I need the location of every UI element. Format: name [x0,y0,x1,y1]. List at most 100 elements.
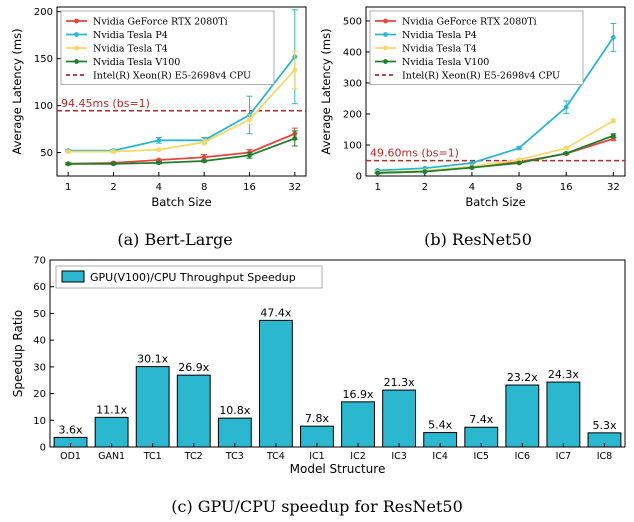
plot-frame [49,259,626,448]
legend-label: Nvidia Tesla P4 [93,30,168,41]
legend-marker [383,18,388,24]
y-tick-label: 150 [34,54,53,65]
series-line [377,134,614,174]
data-point [610,133,616,139]
y-tick-label: 300 [343,78,362,89]
bar-value-label: 5.3x [592,419,616,432]
y-tick-label: 30 [33,362,46,373]
legend-label: Nvidia Tesla T4 [93,44,168,55]
bar-tc3 [217,417,252,448]
bar-value-label: 16.9x [343,388,374,401]
y-tick-label: 20 [33,389,46,400]
legend-swatch [61,270,85,283]
legend-label: Nvidia GeForce RTX 2080Ti [93,17,228,28]
data-point [201,158,207,164]
series-nvidia-tesla-t4 [65,50,298,154]
data-point [247,117,252,123]
x-tick-label: 2 [110,182,116,193]
data-point [156,137,162,143]
data-point [563,145,569,151]
data-point [111,149,116,154]
x-tick-label: 2 [422,182,428,193]
legend-label: Nvidia GeForce RTX 2080Ti [402,17,537,28]
legend-marker [383,32,388,37]
bar-value-label: 23.2x [507,371,538,384]
x-tick-label: 8 [201,182,207,193]
legend-marker [74,59,79,64]
legend-marker [383,45,388,51]
y-tick-label: 50 [40,148,53,159]
y-tick-label: 50 [33,309,46,320]
x-tick-label: 1 [65,182,71,193]
x-tick-label: GAN1 [98,451,125,462]
bar-gan1 [94,416,129,448]
x-tick-label: IC4 [432,451,447,462]
data-point [610,34,616,40]
x-tick-label: 4 [469,182,475,193]
bar-value-label: 10.8x [219,404,250,417]
caption-c: (c) GPU/CPU speedup for ResNet50 [171,497,463,516]
x-tick-label: IC2 [350,451,365,462]
bar-tc4 [258,319,293,448]
series-line [68,56,296,152]
x-tick-label: 4 [156,182,162,193]
data-point [375,170,381,176]
x-tick-label: TC1 [143,451,162,462]
data-point [516,160,522,166]
legend-label: Nvidia Tesla V100 [93,57,180,68]
x-tick-label: IC5 [474,451,489,462]
x-axis-label: Model Structure [290,462,386,476]
data-point [292,136,298,141]
y-tick-label: 100 [34,101,53,112]
series-nvidia-tesla-v100 [65,130,298,167]
bar-value-label: 7.4x [469,413,493,426]
legend-box [55,265,323,289]
series-nvidia-geforce-rtx-2080ti [65,127,298,167]
bar-value-label: 24.3x [548,368,579,381]
legend-label: Nvidia Tesla T4 [402,44,477,55]
bar-value-label: 5.4x [428,419,452,432]
data-point [65,161,71,167]
series-line [68,69,296,153]
x-tick-label: TC4 [266,451,285,462]
data-point [111,161,116,167]
y-axis-label: Speedup Ratio [11,310,25,397]
bar-ic2 [341,401,375,448]
x-tick-label: IC7 [556,451,571,462]
cpu-reference-label: 49.60ms (bs=1) [370,147,459,160]
series-line [68,137,296,165]
y-tick-label: 40 [33,336,46,347]
data-point [156,160,162,166]
data-point [65,149,71,154]
y-tick-label: 0 [40,443,46,454]
caption-b: (b) ResNet50 [424,230,532,249]
bar-ic3 [382,389,417,448]
bar-ic7 [546,381,581,448]
plot-frame [365,6,626,177]
x-axis-label: Batch Size [465,195,525,209]
data-point [422,169,428,175]
y-tick-label: 100 [343,140,362,151]
legend: GPU(V100)/CPU Throughput Speedup [55,265,323,289]
data-point [201,139,207,145]
bar-value-label: 21.3x [384,376,415,389]
legend-label: Nvidia Tesla V100 [402,57,489,68]
data-point [156,147,162,153]
legend-marker [383,59,388,64]
y-axis-label: Average Latency (ms) [10,28,24,154]
y-tick-label: 60 [33,282,46,293]
bar-value-label: 7.8x [305,412,329,425]
legend-label: Intel(R) Xeon(R) E5-2698v4 CPU [402,71,560,82]
cpu-reference-label: 94.45ms (bs=1) [61,97,150,110]
x-tick-label: TC2 [184,451,203,462]
x-tick-label: 16 [243,182,256,193]
line-chart-b: 0 100 200 300 400 500 1 2 4 8 16 32 Batch Size Averag… [319,6,626,209]
bar-value-label: 30.1x [137,353,168,366]
y-tick-label: 70 [33,256,46,267]
bar-value-label: 26.9x [178,361,209,374]
data-point [292,67,298,73]
legend: Nvidia GeForce RTX 2080Ti Nvidia Tesla P4… [369,10,584,85]
y-axis-label: Average Latency (ms) [319,28,333,154]
legend-marker [74,32,79,37]
